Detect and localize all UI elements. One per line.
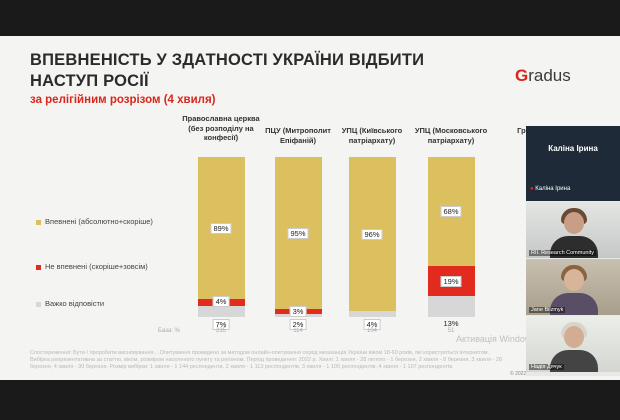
- active-speaker-label: ● Каліна Ірина: [530, 186, 571, 192]
- data-label: 13%: [443, 319, 459, 328]
- data-label: 96%: [361, 228, 383, 240]
- data-label: 4%: [363, 319, 381, 330]
- category-label: УПЦ (Московського патріархату): [414, 126, 488, 145]
- base-label: База: %: [158, 328, 180, 334]
- slide-subtitle: за релігійним розрізом (4 хвиля): [30, 94, 216, 106]
- data-label: 2%: [289, 319, 307, 330]
- participant-tile-1[interactable]: RII. Research Community: [526, 202, 620, 258]
- video-call-panel: Каліна Ірина ● Каліна Ірина RII. Researc…: [526, 126, 620, 376]
- bar-segment: [428, 296, 475, 317]
- logo-text: radus: [528, 66, 571, 85]
- participant-tile-2[interactable]: Jane Bilzmyk: [526, 259, 620, 315]
- legend-swatch-not-confident: [36, 264, 41, 270]
- legend-label: Не впевнені (скоріше+зовсім): [45, 262, 148, 271]
- category-label: ПЦУ (Митрополит Епіфаній): [265, 126, 331, 145]
- legend-label: Важко відповісти: [45, 299, 105, 308]
- base-count: 235: [215, 328, 227, 334]
- legend-swatch-hard-to-say: [36, 301, 41, 307]
- category-label: Православна церква (без розподілу на кон…: [182, 114, 260, 142]
- active-speaker-tile[interactable]: Каліна Ірина ● Каліна Ірина: [526, 126, 620, 201]
- data-label: 95%: [287, 228, 309, 239]
- participant-label: RII. Research Community: [529, 250, 596, 256]
- data-label: 68%: [440, 206, 462, 218]
- data-label: 7%: [212, 319, 230, 330]
- category-label: УПЦ (Київського патріархату): [341, 126, 403, 145]
- participant-label: Jane Bilzmyk: [529, 307, 566, 313]
- stacked-bar: [428, 157, 475, 317]
- mic-icon: ●: [530, 186, 534, 192]
- bar-segment: [198, 305, 245, 317]
- active-speaker-name: Каліна Ірина: [548, 144, 598, 153]
- base-count: 104: [366, 328, 378, 334]
- logo-mark-icon: G: [515, 66, 529, 85]
- participant-tile-3[interactable]: Надія Дячук: [526, 316, 620, 372]
- windows-activation-watermark: Активація Windows: [456, 334, 536, 344]
- data-label: 19%: [440, 276, 462, 287]
- base-count: 114: [293, 328, 303, 334]
- legend-label: Впевнені (абсолютно+скоріше): [45, 217, 153, 226]
- participant-label: Надія Дячук: [529, 364, 564, 370]
- stacked-bar: [198, 157, 245, 317]
- slide-footer-note: Спостереження: Бути / проробити висновув…: [30, 350, 502, 370]
- data-label: 89%: [210, 223, 232, 235]
- presentation-screen: ВПЕВНЕНІСТЬ У ЗДАТНОСТІ УКРАЇНИ ВІДБИТИ …: [0, 36, 620, 380]
- legend-item-hard-to-say: Важко відповісти: [36, 299, 104, 308]
- gradus-logo: Gradus: [515, 66, 571, 86]
- legend-swatch-confident: [36, 219, 41, 225]
- legend-item-confident: Впевнені (абсолютно+скоріше): [36, 217, 153, 226]
- bar-segment: [349, 310, 396, 317]
- slide-title: ВПЕВНЕНІСТЬ У ЗДАТНОСТІ УКРАЇНИ ВІДБИТИ …: [30, 51, 425, 90]
- data-label: 3%: [289, 306, 307, 317]
- legend-item-not-confident: Не впевнені (скоріше+зовсім): [36, 262, 148, 271]
- base-count: 51: [447, 328, 455, 334]
- data-label: 4%: [212, 296, 230, 308]
